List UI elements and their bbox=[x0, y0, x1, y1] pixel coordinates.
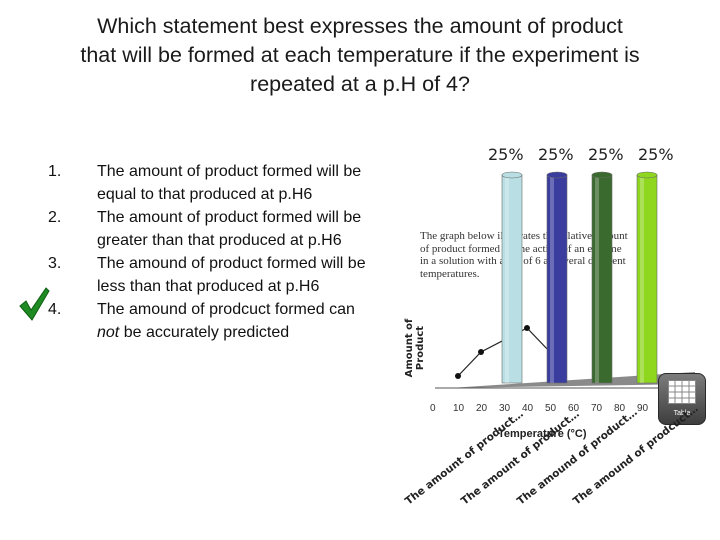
x-tick-label: 20 bbox=[476, 403, 488, 414]
caption-line: temperatures. bbox=[420, 267, 480, 280]
x-tick-label: 30 bbox=[499, 403, 511, 414]
answer-option-4[interactable]: 4. The amound of prodcuct formed can not… bbox=[19, 287, 370, 344]
x-axis-label: Temperature (°C) bbox=[498, 428, 587, 440]
answer-number: 2. bbox=[48, 209, 62, 226]
answer-number: 1. bbox=[48, 163, 62, 180]
x-tick-label: 50 bbox=[545, 403, 557, 414]
answer-number: 4. bbox=[48, 301, 62, 318]
x-tick-label: 10 bbox=[453, 403, 465, 414]
data-point bbox=[478, 349, 484, 355]
question-line: repeated at a p.H of 4? bbox=[250, 72, 470, 96]
graph-figure: The graph below illustrates the relative… bbox=[395, 140, 720, 520]
data-point bbox=[524, 325, 530, 331]
poll-bar-highlight bbox=[595, 175, 599, 383]
x-tick-label: 40 bbox=[522, 403, 534, 414]
poll-bar bbox=[591, 171, 613, 384]
answer-text-emphasis: not bbox=[97, 324, 120, 341]
answer-text: The amount of product formed will be equ… bbox=[97, 163, 362, 203]
answer-text-part: The amound of prodcuct formed can bbox=[97, 301, 355, 318]
caption-line: in a solution with a pH of 6 at several … bbox=[420, 255, 626, 267]
answer-text-part: be accurately predicted bbox=[119, 324, 290, 341]
answer-text: The amound of product formed will be les… bbox=[97, 255, 366, 295]
answer-option-2[interactable]: 2. The amount of product formed will be … bbox=[40, 206, 370, 252]
x-tick-label: 90 bbox=[637, 403, 649, 414]
poll-bar-highlight bbox=[505, 175, 509, 383]
answer-list: 1. The amount of product formed will be … bbox=[19, 160, 370, 344]
question-line: Which statement best expresses the amoun… bbox=[97, 14, 623, 38]
caption-line: The graph below illustrates the relative… bbox=[420, 230, 628, 242]
line-chart bbox=[435, 171, 695, 389]
poll-result-label: 25% bbox=[588, 145, 624, 164]
poll-bar-highlight bbox=[550, 175, 554, 383]
poll-bar-cap bbox=[591, 171, 613, 179]
question-line: that will be formed at each temperature … bbox=[80, 43, 640, 67]
poll-bar-cap bbox=[636, 171, 658, 179]
data-point bbox=[455, 373, 461, 379]
table-button-label: Table bbox=[673, 410, 691, 417]
poll-result-label: 25% bbox=[538, 145, 574, 164]
question-text: Which statement best expresses the amoun… bbox=[30, 12, 690, 99]
poll-bar bbox=[636, 171, 658, 384]
poll-bar bbox=[546, 171, 568, 384]
x-tick-label: 80 bbox=[614, 403, 626, 414]
poll-bar-highlight bbox=[640, 175, 644, 383]
table-icon bbox=[668, 380, 696, 404]
answer-option-3[interactable]: 3. The amound of product formed will be … bbox=[40, 252, 370, 298]
poll-bar-cap bbox=[501, 171, 523, 179]
answer-text: The amount of product formed will be gre… bbox=[97, 209, 362, 249]
x-tick-label: 60 bbox=[568, 403, 580, 414]
answer-number: 3. bbox=[48, 255, 62, 272]
poll-result-label: 25% bbox=[638, 145, 674, 164]
x-tick-label: 70 bbox=[591, 403, 603, 414]
table-button[interactable]: Table bbox=[658, 373, 706, 425]
poll-result-label: 25% bbox=[488, 145, 524, 164]
check-icon bbox=[19, 287, 50, 321]
poll-bar bbox=[501, 171, 523, 384]
x-tick-label: 0 bbox=[430, 403, 436, 414]
answer-text: The amound of prodcuct formed can not be… bbox=[97, 298, 367, 344]
poll-bar-cap bbox=[546, 171, 568, 179]
answer-option-1[interactable]: 1. The amount of product formed will be … bbox=[40, 160, 370, 206]
axis-floor bbox=[450, 372, 695, 388]
